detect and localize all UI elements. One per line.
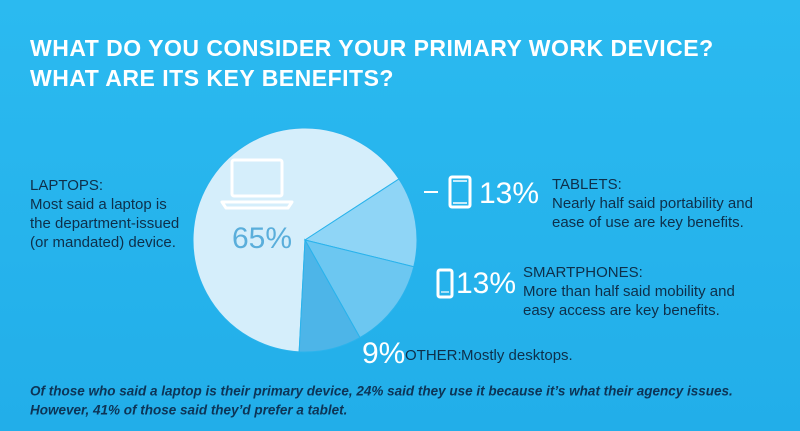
value-label: 13% (479, 177, 539, 210)
pie-slice (303, 178, 418, 268)
footnote: However, 41% of those said they’d prefer… (30, 403, 347, 418)
phone-icon (436, 268, 454, 299)
description: ease of use are key benefits. (552, 214, 744, 231)
category-label: LAPTOPS: (30, 177, 103, 194)
footnote: Of those who said a laptop is their prim… (30, 384, 733, 399)
category-label: SMARTPHONES: (523, 264, 643, 281)
pie-slice (298, 238, 361, 353)
description: Most said a laptop is (30, 196, 167, 213)
pie-slice (192, 127, 400, 353)
description: More than half said mobility and (523, 283, 735, 300)
description: easy access are key benefits. (523, 302, 720, 319)
pie (192, 127, 418, 353)
title-line: WHAT DO YOU CONSIDER YOUR PRIMARY WORK D… (30, 35, 714, 61)
description: (or mandated) device. (30, 234, 176, 251)
laptop-icon (220, 158, 294, 210)
category-label: TABLETS: (552, 176, 622, 193)
category-label: OTHER: (405, 347, 462, 364)
tablet-icon (448, 175, 472, 209)
description: Mostly desktops. (461, 347, 573, 364)
title-line: WHAT ARE ITS KEY BENEFITS? (30, 65, 394, 91)
description: Nearly half said portability and (552, 195, 753, 212)
value-label: 65% (232, 222, 292, 255)
description: the department-issued (30, 215, 179, 232)
pie-slice (303, 239, 415, 339)
value-label: 9% (362, 337, 405, 370)
value-label: 13% (456, 267, 516, 300)
